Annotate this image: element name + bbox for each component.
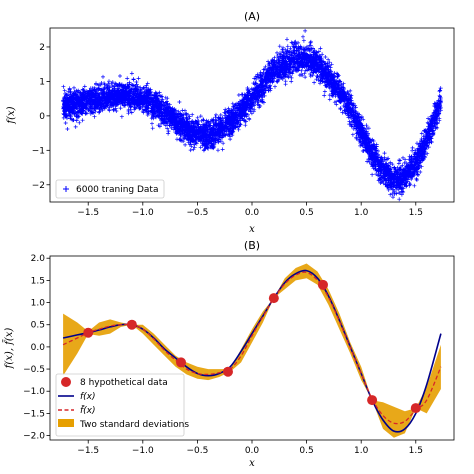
x-tick-label: 1.5 bbox=[409, 446, 423, 456]
panel-b-legend: 8 hypothetical data f(x) f̄(x) Two stand… bbox=[55, 373, 189, 437]
f-bar-x-line bbox=[62, 271, 442, 425]
legend-label-f-bar-x: f̄(x) bbox=[80, 404, 96, 416]
panel-a-legend-box bbox=[55, 179, 165, 199]
y-tick-label: 0.0 bbox=[31, 343, 46, 353]
scatter-series-training-data bbox=[61, 28, 443, 202]
panel-a-y-ticks: −2 −1 0 1 2 bbox=[32, 43, 50, 191]
x-tick-label: −1.5 bbox=[77, 446, 99, 456]
x-tick-label: 1.0 bbox=[354, 208, 369, 218]
series-hypothetical-data bbox=[83, 279, 421, 414]
hypothetical-data-point bbox=[222, 366, 233, 377]
legend-label-training-data: 6000 traning Data bbox=[76, 185, 158, 195]
y-tick-label: 1 bbox=[39, 77, 45, 87]
panel-a-y-label: f(x) bbox=[6, 106, 17, 124]
y-tick-label: 0 bbox=[39, 112, 45, 122]
hypothetical-data-point bbox=[268, 293, 279, 304]
x-tick-label: −1.0 bbox=[132, 446, 154, 456]
y-tick-label: −2 bbox=[32, 181, 45, 191]
y-tick-label: −2.0 bbox=[23, 432, 45, 442]
legend-label-two-std: Two standard deviations bbox=[79, 420, 189, 430]
training-data-markers bbox=[61, 28, 443, 202]
legend-marker-two-std bbox=[58, 419, 74, 427]
panel-b-y-ticks: −2.0 −1.5 −1.0 −0.5 0.0 0.5 1.0 1.5 2.0 bbox=[23, 254, 50, 442]
y-tick-label: 0.5 bbox=[31, 321, 45, 331]
std-band-area bbox=[63, 263, 441, 438]
x-tick-label: −0.5 bbox=[186, 208, 208, 218]
y-tick-label: 2.0 bbox=[31, 254, 46, 264]
hypothetical-data-point bbox=[367, 395, 378, 406]
series-two-standard-deviations bbox=[63, 263, 441, 438]
panel-a-x-label: x bbox=[249, 224, 255, 235]
hypothetical-data-point bbox=[410, 403, 421, 414]
y-tick-label: 2 bbox=[39, 43, 45, 53]
legend-label-hypothetical-data: 8 hypothetical data bbox=[80, 378, 168, 388]
panel-b-title: (B) bbox=[244, 239, 260, 252]
panel-a-title: (A) bbox=[244, 10, 260, 23]
x-tick-label: 0.5 bbox=[299, 446, 313, 456]
panel-b-y-label: f(x), f̄(x) bbox=[3, 328, 15, 370]
hypothetical-data-point bbox=[126, 319, 137, 330]
panel-a: (A) −1.5 −1.0 −0.5 0.0 0.5 1.0 1.5 −2 −1 0 1 2 x f… bbox=[6, 10, 455, 235]
y-tick-label: −0.5 bbox=[23, 365, 45, 375]
x-tick-label: 1.5 bbox=[409, 208, 423, 218]
y-tick-label: −1 bbox=[32, 146, 45, 156]
legend-label-f-x: f(x) bbox=[80, 392, 96, 402]
x-tick-label: 0.5 bbox=[299, 208, 313, 218]
y-tick-label: 1.5 bbox=[31, 276, 45, 286]
x-tick-label: 1.0 bbox=[354, 446, 369, 456]
x-tick-label: −0.5 bbox=[186, 446, 208, 456]
panel-b-x-ticks: −1.5 −1.0 −0.5 0.0 0.5 1.0 1.5 bbox=[77, 440, 423, 456]
legend-marker-hypothetical-data bbox=[61, 377, 71, 387]
x-tick-label: −1.5 bbox=[77, 208, 99, 218]
x-tick-label: −1.0 bbox=[132, 208, 154, 218]
y-tick-label: 1.0 bbox=[31, 299, 46, 309]
hypothetical-data-point bbox=[317, 279, 328, 290]
x-tick-label: 0.0 bbox=[245, 446, 260, 456]
panel-b-x-label: x bbox=[249, 458, 255, 469]
panel-a-x-ticks: −1.5 −1.0 −0.5 0.0 0.5 1.0 1.5 bbox=[77, 202, 423, 218]
panel-b-legend-box bbox=[55, 373, 185, 437]
legend-plus-marker bbox=[63, 186, 69, 192]
panel-b: (B) −1.5 −1.0 −0.5 0.0 0.5 1.0 1.5 −2.0−1.5−1.… bbox=[3, 239, 455, 469]
hypothetical-data-point bbox=[176, 357, 187, 368]
x-tick-label: 0.0 bbox=[245, 208, 260, 218]
hypothetical-data-point bbox=[83, 327, 94, 338]
y-tick-label: −1.0 bbox=[23, 387, 45, 397]
series-f-bar-x bbox=[62, 271, 442, 425]
panel-a-legend: 6000 traning Data bbox=[55, 179, 165, 199]
y-tick-label: −1.5 bbox=[23, 409, 45, 419]
